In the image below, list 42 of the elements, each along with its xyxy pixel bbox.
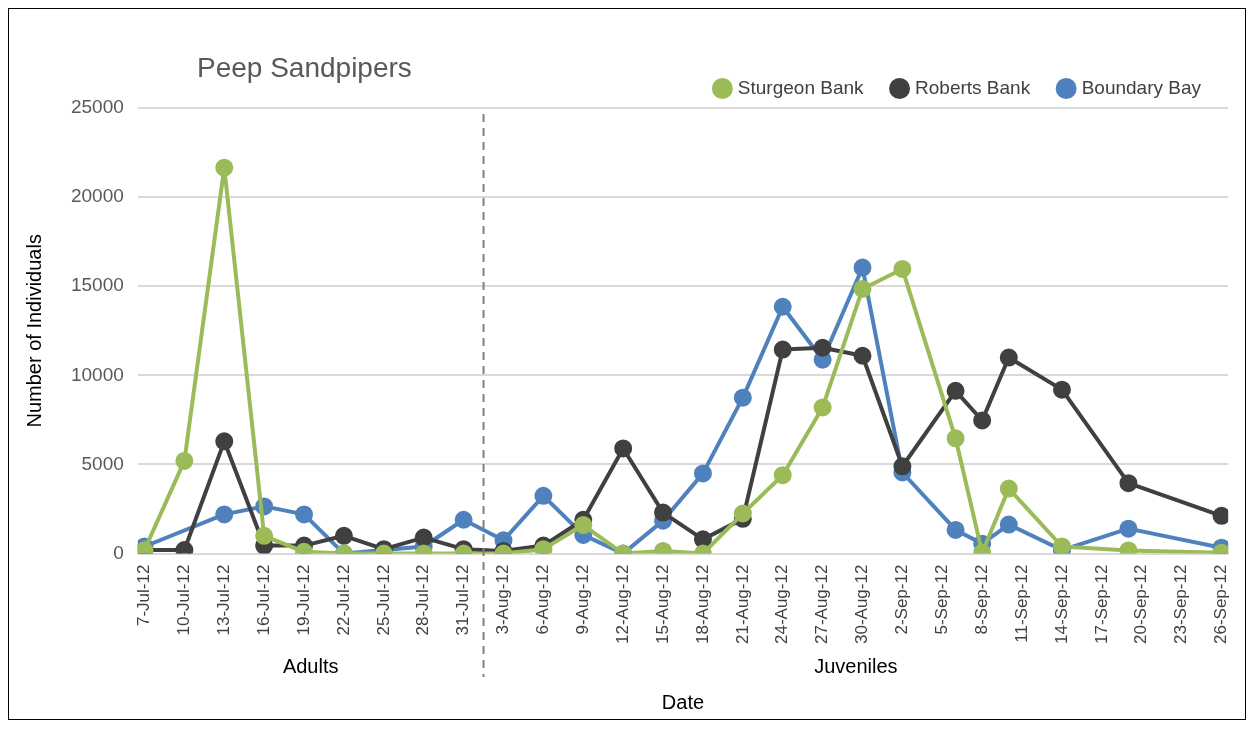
x-tick-label: 11-Sep-12: [1011, 564, 1031, 643]
x-tick-label: 6-Aug-12: [533, 564, 553, 635]
x-tick-label: 22-Jul-12: [333, 564, 353, 636]
x-tick-label: 16-Jul-12: [253, 564, 273, 636]
x-tick-label: 20-Sep-12: [1131, 564, 1151, 644]
x-tick-label: 8-Sep-12: [971, 564, 991, 635]
x-axis-title: Date: [661, 690, 705, 713]
x-tick-label: 18-Aug-12: [692, 564, 712, 644]
x-tick-label: 5-Sep-12: [931, 564, 951, 635]
legend-label: Sturgeon Bank: [737, 76, 865, 98]
x-tick-label: 3-Aug-12: [493, 564, 513, 635]
y-tick-label: 10000: [70, 363, 124, 385]
y-tick-label: 25000: [70, 96, 124, 118]
x-tick-label: 19-Jul-12: [293, 564, 313, 636]
x-tick-label: 15-Aug-12: [652, 564, 672, 644]
y-tick-label: 5000: [81, 452, 124, 474]
x-tick-label: 25-Jul-12: [373, 564, 393, 636]
x-tick-label: 9-Aug-12: [572, 564, 592, 635]
legend-label: Roberts Bank: [915, 76, 1031, 98]
y-tick-label: 0: [113, 541, 124, 563]
x-tick-label: 30-Aug-12: [852, 564, 872, 644]
x-tick-label: 2-Sep-12: [892, 564, 912, 635]
y-tick-label: 15000: [70, 274, 124, 296]
x-tick-label: 26-Sep-12: [1211, 564, 1231, 644]
x-tick-label: 10-Jul-12: [174, 564, 194, 636]
legend-label: Boundary Bay: [1081, 76, 1202, 98]
x-tick-label: 12-Aug-12: [612, 564, 632, 644]
x-tick-label: 23-Sep-12: [1171, 564, 1191, 644]
x-tick-label: 31-Jul-12: [453, 564, 473, 636]
y-axis-title: Number of Individuals: [22, 234, 45, 428]
x-tick-label: 28-Jul-12: [413, 564, 433, 636]
x-tick-label: 27-Aug-12: [812, 564, 832, 644]
y-tick-label: 20000: [70, 185, 124, 207]
chart-title: Peep Sandpipers: [197, 51, 412, 83]
x-tick-label: 13-Jul-12: [213, 564, 233, 636]
x-tick-label: 7-Jul-12: [134, 564, 154, 627]
text: Adults: [282, 654, 339, 677]
x-tick-label: 17-Sep-12: [1091, 564, 1111, 644]
x-tick-label: 24-Aug-12: [772, 564, 792, 644]
x-tick-label: 21-Aug-12: [732, 564, 752, 644]
x-tick-label: 14-Sep-12: [1051, 564, 1071, 644]
text: Juveniles: [814, 654, 898, 677]
